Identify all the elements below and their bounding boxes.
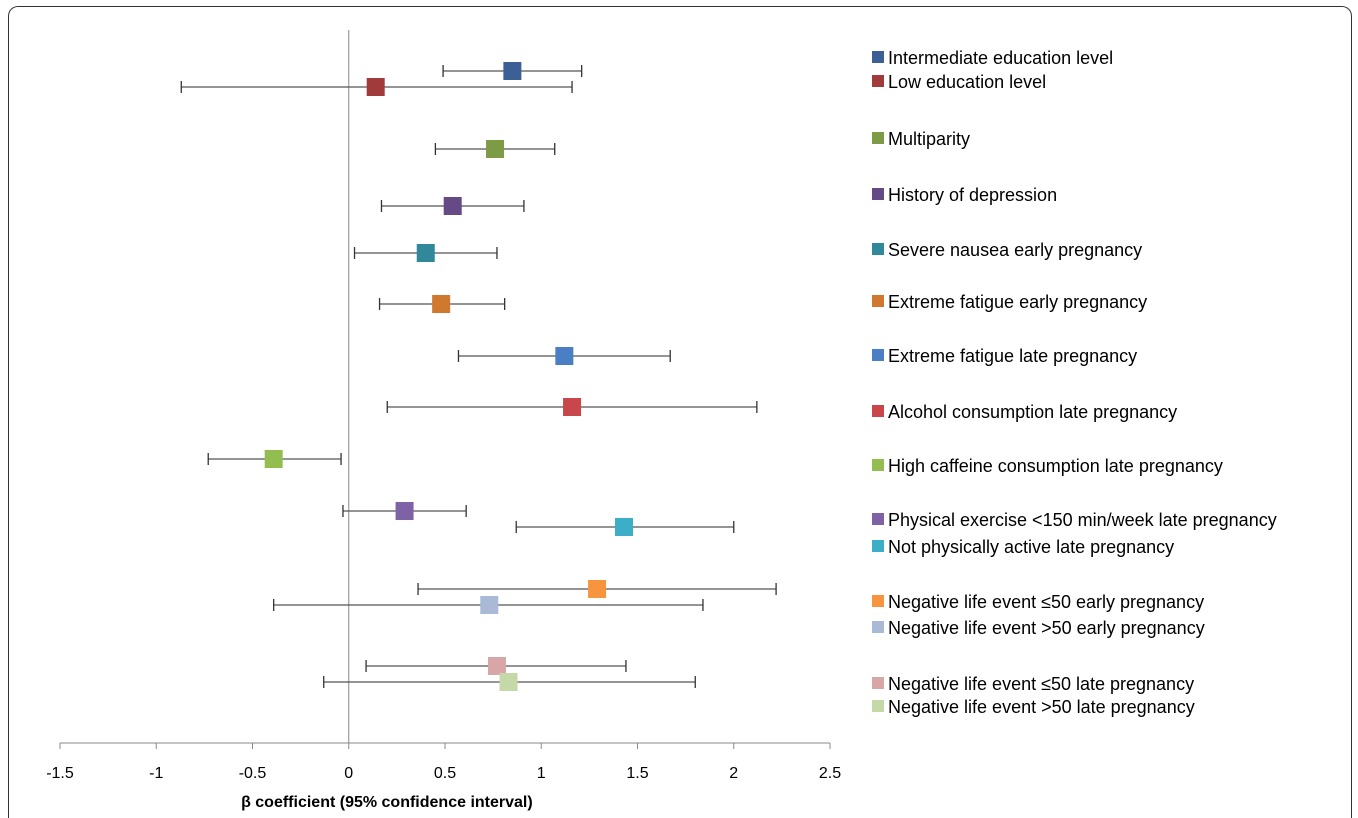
chart-frame xyxy=(8,6,1352,818)
legend-swatch xyxy=(872,75,884,87)
x-tick-label: -1 xyxy=(149,765,163,782)
forest-row xyxy=(515,518,735,536)
point-estimate-marker xyxy=(264,450,283,468)
x-tick-label: 0.5 xyxy=(434,765,456,782)
legend-label: Intermediate education level xyxy=(888,48,1113,68)
legend-item: Alcohol consumption late pregnancy xyxy=(872,402,1177,422)
forest-row xyxy=(417,580,777,598)
legend-swatch xyxy=(872,132,884,144)
legend-label: Negative life event >50 late pregnancy xyxy=(888,697,1195,717)
legend-item: Negative life event ≤50 early pregnancy xyxy=(872,592,1204,612)
legend-swatch xyxy=(872,295,884,307)
x-axis-ticks: -1.5 -1 -0.5 0 0.5 1 1.5 2 2.5 xyxy=(46,743,841,782)
forest-row xyxy=(207,450,342,468)
point-estimate-marker xyxy=(563,398,582,416)
point-estimate-marker xyxy=(487,657,506,675)
legend-swatch xyxy=(872,700,884,712)
x-tick-label: 2.5 xyxy=(819,765,841,782)
point-estimate-marker xyxy=(432,295,451,313)
legend-label: Extreme fatigue early pregnancy xyxy=(888,292,1147,312)
legend-swatch xyxy=(872,349,884,361)
forest-row xyxy=(386,398,758,416)
forest-row xyxy=(323,673,696,691)
forest-row xyxy=(342,502,467,520)
legend-swatch xyxy=(872,459,884,471)
legend-label: Negative life event ≤50 late pregnancy xyxy=(888,674,1194,694)
forest-row xyxy=(273,596,704,614)
legend-swatch xyxy=(872,51,884,63)
legend-item: Physical exercise <150 min/week late pre… xyxy=(872,510,1277,530)
legend-label: High caffeine consumption late pregnancy xyxy=(888,456,1223,476)
data-marks xyxy=(180,62,777,691)
forest-row xyxy=(457,347,671,365)
point-estimate-marker xyxy=(588,580,607,598)
point-estimate-marker xyxy=(486,140,505,158)
forest-row xyxy=(180,78,573,96)
point-estimate-marker xyxy=(480,596,499,614)
legend-label: Not physically active late pregnancy xyxy=(888,537,1174,557)
legend-item: Negative life event >50 late pregnancy xyxy=(872,697,1195,717)
legend-item: Extreme fatigue late pregnancy xyxy=(872,346,1137,366)
legend-item: Negative life event >50 early pregnancy xyxy=(872,618,1205,638)
legend-item: High caffeine consumption late pregnancy xyxy=(872,456,1223,476)
legend-swatch xyxy=(872,405,884,417)
legend-label: Low education level xyxy=(888,72,1046,92)
point-estimate-marker xyxy=(443,197,462,215)
point-estimate-marker xyxy=(395,502,414,520)
legend: Intermediate education level Low educatio… xyxy=(872,48,1277,717)
legend-swatch xyxy=(872,540,884,552)
legend-swatch xyxy=(872,677,884,689)
x-tick-label: 2 xyxy=(729,765,738,782)
legend-item: Severe nausea early pregnancy xyxy=(872,240,1142,260)
legend-swatch xyxy=(872,243,884,255)
legend-item: Multiparity xyxy=(872,129,970,149)
x-axis-title: β coefficient (95% confidence interval) xyxy=(241,794,533,811)
legend-label: Multiparity xyxy=(888,129,970,149)
forest-row xyxy=(378,295,506,313)
point-estimate-marker xyxy=(416,244,435,262)
legend-swatch xyxy=(872,188,884,200)
forest-row xyxy=(442,62,583,80)
legend-item: History of depression xyxy=(872,185,1057,205)
forest-row xyxy=(353,244,498,262)
legend-swatch xyxy=(872,513,884,525)
legend-item: Low education level xyxy=(872,72,1046,92)
x-tick-label: 1 xyxy=(537,765,546,782)
legend-label: Negative life event ≤50 early pregnancy xyxy=(888,592,1204,612)
legend-label: Severe nausea early pregnancy xyxy=(888,240,1142,260)
legend-label: Extreme fatigue late pregnancy xyxy=(888,346,1137,366)
point-estimate-marker xyxy=(499,673,518,691)
legend-item: Intermediate education level xyxy=(872,48,1113,68)
point-estimate-marker xyxy=(555,347,574,365)
x-tick-label: -1.5 xyxy=(46,765,74,782)
legend-item: Extreme fatigue early pregnancy xyxy=(872,292,1147,312)
x-tick-label: 0 xyxy=(344,765,353,782)
legend-label: Physical exercise <150 min/week late pre… xyxy=(888,510,1277,530)
forest-row xyxy=(380,197,525,215)
point-estimate-marker xyxy=(615,518,634,536)
legend-label: Alcohol consumption late pregnancy xyxy=(888,402,1177,422)
forest-row xyxy=(365,657,627,675)
legend-label: History of depression xyxy=(888,185,1057,205)
point-estimate-marker xyxy=(366,78,385,96)
point-estimate-marker xyxy=(503,62,522,80)
legend-item: Not physically active late pregnancy xyxy=(872,537,1174,557)
forest-row xyxy=(434,140,556,158)
legend-swatch xyxy=(872,621,884,633)
x-tick-label: -0.5 xyxy=(239,765,267,782)
x-tick-label: 1.5 xyxy=(626,765,648,782)
legend-item: Negative life event ≤50 late pregnancy xyxy=(872,674,1194,694)
legend-swatch xyxy=(872,595,884,607)
legend-label: Negative life event >50 early pregnancy xyxy=(888,618,1205,638)
